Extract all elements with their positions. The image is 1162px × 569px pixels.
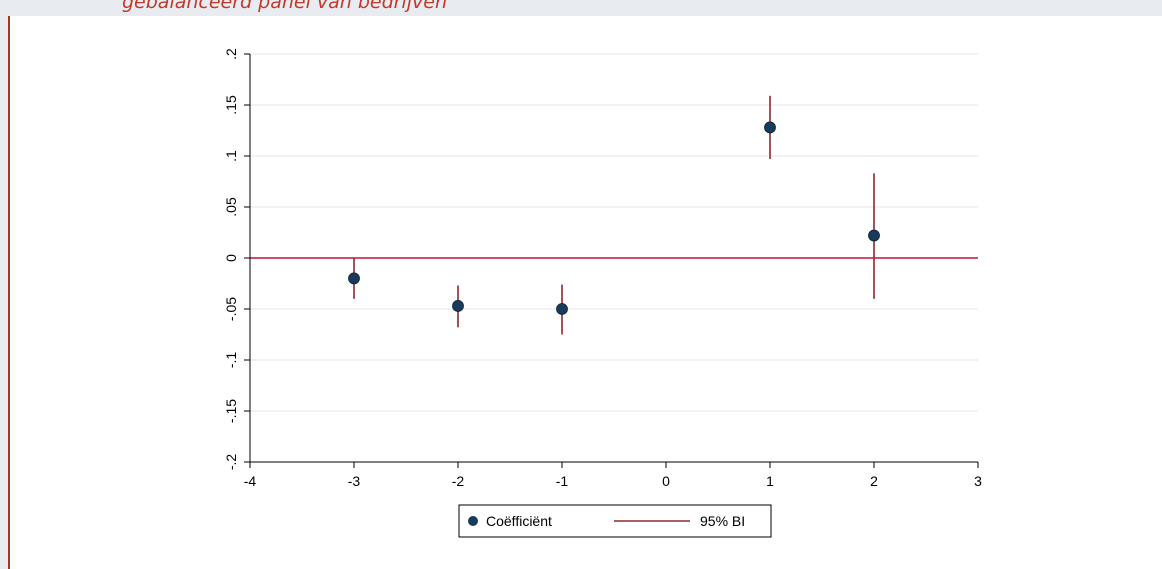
y-tick-label: .05: [223, 197, 239, 217]
coefficient-point: [868, 229, 880, 242]
y-tick-label: .1: [223, 150, 239, 162]
y-axis-ticks: -.2 -.15 -.1 -.05 0 .05 .1 .15 .2: [223, 48, 250, 470]
legend: Coëfficiënt 95% BI: [458, 504, 772, 538]
confidence-intervals: [353, 95, 875, 335]
y-tick-label: .2: [223, 48, 239, 60]
y-tick-label: -.05: [223, 297, 239, 321]
x-tick-label: -3: [348, 473, 361, 489]
figure-caption: gebalanceerd panel van bedrijven: [122, 0, 448, 13]
x-tick-label: 0: [662, 473, 670, 489]
y-tick-label: -.1: [223, 352, 239, 369]
legend-marker-coefficient: [468, 516, 478, 526]
x-axis-ticks: -4 -3 -2 -1 0 1 2 3: [244, 462, 982, 489]
coefficient-point: [556, 303, 568, 315]
coefficient-point: [452, 300, 464, 312]
y-tick-label: .15: [223, 95, 239, 115]
x-tick-label: 3: [974, 473, 982, 489]
x-tick-label: -2: [452, 473, 465, 489]
coefficient-plot: -.2 -.15 -.1 -.05 0 .05 .1 .15 .2 -4 -3 -2 -1 0 1 2 3 C…: [223, 48, 982, 538]
x-tick-label: -4: [244, 473, 257, 489]
y-tick-label: -.15: [223, 399, 239, 423]
coefficient-point: [764, 121, 776, 134]
legend-label-ci: 95% BI: [700, 513, 745, 529]
y-tick-label: -.2: [223, 454, 239, 471]
x-tick-label: 1: [766, 473, 774, 489]
coefficient-points: [348, 121, 880, 315]
legend-label-coefficient: Coëfficiënt: [486, 513, 552, 529]
y-tick-label: 0: [223, 254, 239, 262]
coefficient-point: [348, 272, 360, 285]
x-tick-label: 2: [870, 473, 878, 489]
chart-panel: -.2 -.15 -.1 -.05 0 .05 .1 .15 .2 -4 -3 -2 -1 0 1 2 3 C…: [8, 16, 1162, 569]
grid-lines: [250, 53, 978, 463]
x-tick-label: -1: [556, 473, 569, 489]
